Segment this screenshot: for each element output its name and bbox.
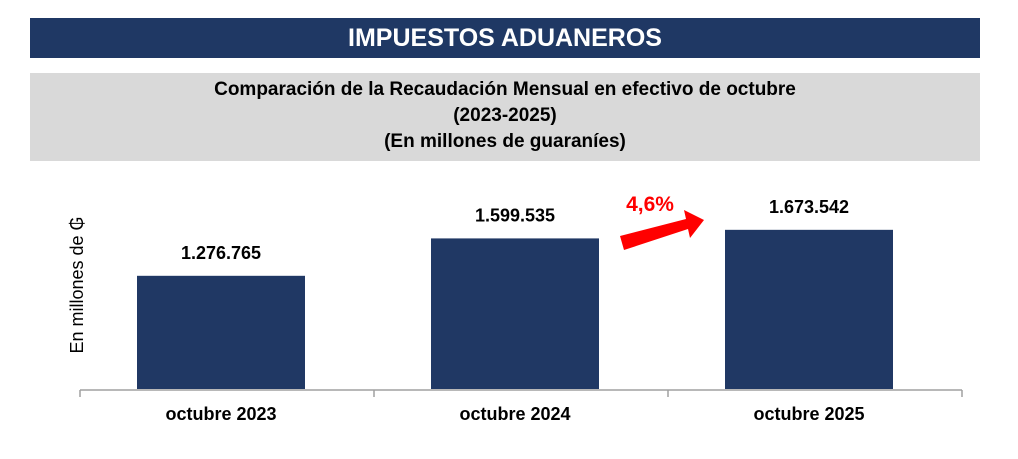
subtitle-line-1: Comparación de la Recaudación Mensual en… xyxy=(214,79,796,100)
growth-arrow xyxy=(620,210,704,250)
x-tick-label: octubre 2025 xyxy=(753,404,864,424)
data-label: 1.599.535 xyxy=(475,205,555,225)
bar-2 xyxy=(431,238,599,389)
growth-label: 4,6% xyxy=(626,193,674,216)
subtitle-line-3: (En millones de guaraníes) xyxy=(384,131,626,152)
bar-1 xyxy=(137,275,305,389)
data-label: 1.276.765 xyxy=(181,243,261,263)
x-tick-label: octubre 2024 xyxy=(459,404,570,424)
bar-3 xyxy=(725,229,893,389)
data-label: 1.673.542 xyxy=(769,197,849,217)
chart-subtitle: Comparación de la Recaudación Mensual en… xyxy=(30,73,980,161)
y-axis-label: En millones de ₲ xyxy=(67,216,87,353)
header-title: IMPUESTOS ADUANEROS xyxy=(30,18,980,58)
x-tick-label: octubre 2023 xyxy=(165,404,276,424)
subtitle-line-2: (2023-2025) xyxy=(453,105,557,126)
